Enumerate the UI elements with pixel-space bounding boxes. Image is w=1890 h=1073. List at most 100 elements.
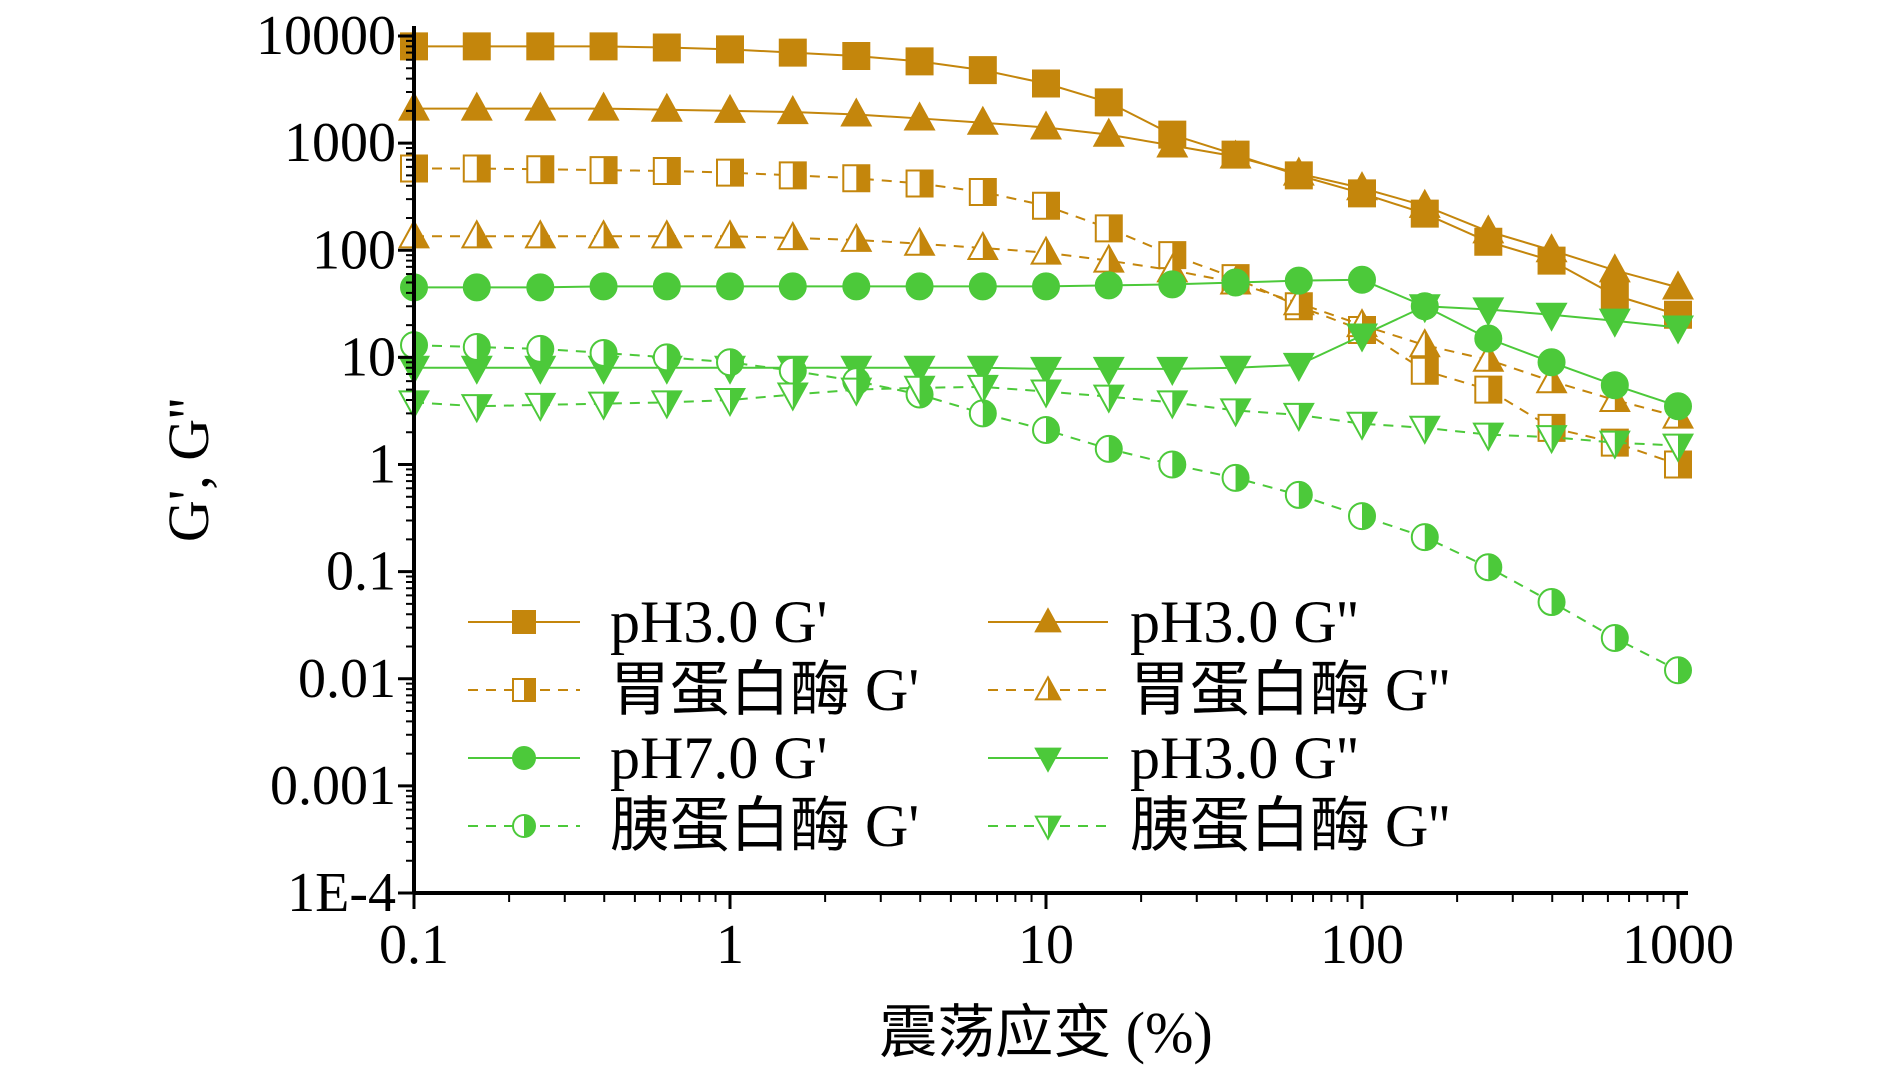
legend-marker	[512, 610, 536, 634]
marker-shape	[1094, 88, 1123, 117]
marker-shape	[589, 272, 618, 301]
data-point	[1094, 214, 1123, 243]
marker-half-fill	[1235, 464, 1249, 491]
data-point	[1156, 356, 1189, 386]
data-point	[905, 272, 934, 301]
x-tick-label: 1	[716, 914, 744, 976]
marker-half-fill	[1108, 215, 1122, 242]
legend-marker	[1034, 747, 1062, 773]
data-point	[589, 156, 618, 185]
data-point	[652, 343, 681, 372]
marker-half-fill	[1678, 451, 1691, 478]
data-point	[1219, 355, 1252, 385]
marker-shape	[1535, 302, 1568, 332]
series-5	[398, 294, 1694, 386]
marker-shape	[1034, 747, 1062, 773]
data-point	[1094, 88, 1123, 117]
data-point	[778, 161, 807, 190]
data-point	[714, 93, 746, 123]
y-tick-label: 0.1	[326, 541, 396, 603]
data-point	[1282, 286, 1315, 316]
legend-marker	[512, 746, 536, 770]
data-point	[968, 399, 997, 428]
marker-shape	[589, 32, 618, 61]
data-point	[652, 272, 681, 301]
data-point	[1474, 375, 1503, 404]
marker-shape	[903, 355, 936, 385]
marker-half-fill	[1424, 416, 1440, 443]
data-point	[1474, 553, 1503, 582]
data-point	[842, 42, 871, 71]
marker-half-fill	[1678, 434, 1693, 461]
legend-marker	[512, 678, 536, 702]
data-point	[968, 56, 997, 85]
y-tick-label: 0.001	[270, 755, 396, 817]
x-tick-label: 100	[1320, 914, 1404, 976]
data-point	[968, 272, 997, 301]
data-point	[589, 32, 618, 61]
data-point	[1221, 268, 1250, 297]
series-3	[398, 219, 1694, 429]
data-point	[714, 387, 746, 418]
data-point	[905, 169, 934, 198]
data-point	[1664, 392, 1692, 421]
legend-item: pH3.0 G''	[988, 589, 1358, 655]
marker-half-fill	[919, 170, 933, 197]
marker-half-fill	[1362, 412, 1377, 439]
data-point	[1474, 324, 1503, 353]
marker-shape	[1032, 69, 1060, 98]
marker-shape	[512, 610, 536, 634]
marker-half-fill	[982, 233, 998, 260]
marker-half-fill	[1551, 589, 1565, 616]
data-point	[1348, 265, 1376, 294]
marker-half-fill	[1046, 237, 1061, 264]
data-point	[524, 219, 557, 249]
data-point	[1158, 450, 1187, 479]
x-axis-title: 震荡应变 (%)	[879, 1000, 1212, 1065]
marker-shape	[650, 92, 683, 122]
marker-half-fill	[792, 162, 806, 189]
data-point	[966, 374, 999, 404]
data-point	[903, 355, 936, 385]
marker-half-fill	[982, 178, 996, 205]
marker-shape	[1221, 268, 1250, 297]
data-point	[1535, 425, 1568, 455]
data-point	[650, 390, 683, 420]
marker-half-fill	[1046, 380, 1061, 407]
marker-half-fill	[1424, 330, 1440, 357]
legend-label: 胰蛋白酶 G''	[1130, 793, 1450, 859]
marker-shape	[462, 32, 491, 61]
marker-shape	[1474, 324, 1503, 353]
data-point	[1600, 371, 1629, 400]
marker-shape	[524, 91, 557, 121]
legend-label: pH7.0 G'	[610, 725, 827, 791]
marker-shape	[1219, 139, 1252, 169]
data-point	[1346, 411, 1378, 441]
data-point	[1156, 390, 1189, 420]
marker-half-fill	[1235, 399, 1250, 426]
data-point	[1346, 323, 1378, 353]
marker-shape	[716, 272, 744, 301]
data-point	[1030, 235, 1062, 265]
marker-half-fill	[730, 159, 743, 186]
marker-shape	[1535, 233, 1568, 263]
data-point	[1158, 270, 1187, 299]
y-tick-label: 10000	[256, 5, 396, 67]
marker-shape	[840, 97, 873, 127]
data-point	[1219, 398, 1252, 428]
data-point	[776, 382, 809, 412]
marker-shape	[968, 272, 997, 301]
marker-half-fill	[1424, 524, 1438, 551]
marker-half-fill	[666, 157, 680, 184]
data-point	[462, 154, 491, 183]
data-point	[714, 219, 746, 249]
legend-item: pH3.0 G''	[988, 725, 1358, 791]
marker-half-fill	[1362, 503, 1375, 530]
marker-shape	[512, 746, 536, 770]
marker-shape	[1284, 266, 1313, 295]
marker-shape	[1598, 253, 1631, 283]
marker-shape	[776, 95, 809, 125]
marker-shape	[842, 272, 871, 301]
data-point	[587, 391, 620, 421]
data-point	[1032, 191, 1060, 220]
